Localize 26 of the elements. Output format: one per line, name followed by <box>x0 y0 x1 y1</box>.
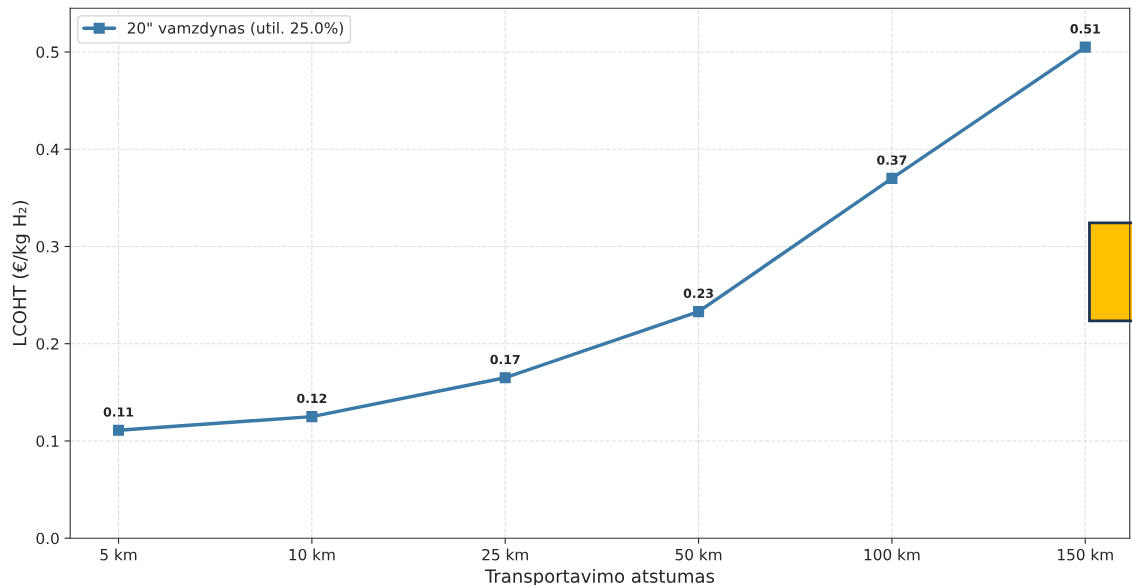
data-label: 0.23 <box>683 288 713 299</box>
x-tick-label: 150 km <box>1058 548 1113 561</box>
point <box>499 372 511 384</box>
data-label: 0.37 <box>877 155 907 165</box>
legend-label: 20" vamzdynas (util. 25.0%) <box>127 21 343 37</box>
point <box>306 411 318 423</box>
data-label: 0.11 <box>103 407 134 417</box>
y-tick-label: 0.0 <box>36 532 59 545</box>
y-tick-label: 0.2 <box>36 338 59 350</box>
y-tick-label: 0.3 <box>36 240 59 253</box>
data-label: 0.51 <box>1070 24 1100 34</box>
y-tick-label: 0.4 <box>36 143 59 156</box>
x-tick-label: 5 km <box>100 548 137 561</box>
data-label: 0.12 <box>297 393 327 404</box>
point <box>886 172 898 184</box>
x-tick-label: 100 km <box>864 548 920 561</box>
data-label: 0.17 <box>490 354 520 365</box>
y-axis-title: LCOHT (€/kg H₂) <box>12 201 30 346</box>
y-tick-label: 0.5 <box>36 46 59 58</box>
x-tick-label: 25 km <box>482 548 528 561</box>
x-tick-label: 10 km <box>289 548 335 561</box>
point <box>693 306 705 318</box>
point <box>1079 41 1091 53</box>
y-tick-label: 0.1 <box>36 435 59 447</box>
x-tick-label: 50 km <box>675 548 722 561</box>
point <box>112 424 125 436</box>
